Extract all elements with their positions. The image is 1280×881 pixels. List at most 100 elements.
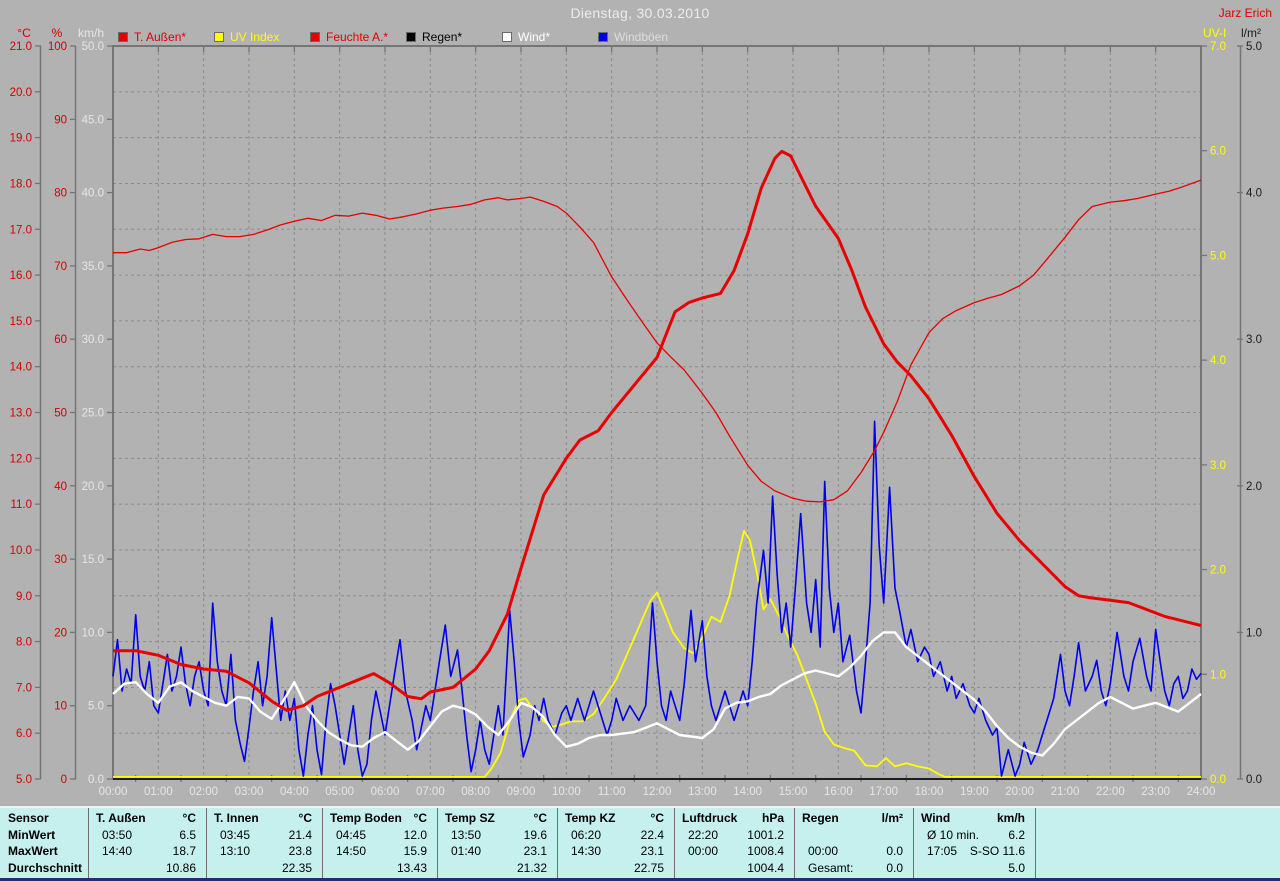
tick-label-temp_c: 17.0 [10,224,32,236]
stats-group-temp-kz: Temp KZ °C 06:20 22.4 14:30 23.1 22.75 [557,808,674,878]
tick-label-wind_kmh: 5.0 [88,701,104,713]
stats-group-name: T. Innen [214,811,259,825]
stats-cell: 04:45 12.0 [323,827,437,844]
legend-label: Feuchte A.* [326,30,389,44]
tick-label-time: 10:00 [552,786,581,798]
tick-label-time: 11:00 [598,786,626,798]
stats-cell: 01:40 23.1 [438,843,557,860]
tick-label-humidity_pct: 60 [54,334,67,346]
stats-cell-time: 03:45 [220,827,251,842]
tick-label-wind_kmh: 15.0 [82,554,104,566]
stats-cell: Ø 10 min. 6.2 [914,827,1035,844]
tick-label-temp_c: 13.0 [10,408,32,420]
tick-label-temp_c: 6.0 [16,728,32,740]
axis-unit-percent: % [51,26,63,40]
stats-cell-time: 17:05 [927,844,958,858]
tick-label-time: 07:00 [416,786,445,798]
stats-cell: Gesamt: 0.0 [795,860,913,877]
tick-label-humidity_pct: 90 [54,114,67,126]
stats-group-name: Temp SZ [445,811,495,825]
tick-label-time: 22:00 [1096,786,1125,798]
stats-cell-time: 03:50 [102,827,133,842]
stats-cell: 14:40 18.7 [89,843,206,860]
stats-cell [795,827,913,844]
stats-cell-value: 15.9 [403,844,427,858]
stats-cell-value: 5.0 [1008,860,1025,875]
stats-group-unit: hPa [761,811,784,825]
stats-table: Sensor MinWert MaxWert Durchschnitt T. Außen… [0,806,1280,878]
stats-group-unit: °C [413,811,427,825]
weather-plot: 21.0 20.0 19.0 18.0 17.0 16.0 15.0 14.0 13.0 12.0… [10,41,1262,798]
stats-cell: 03:45 21.4 [207,827,322,844]
stats-cell-time: 14:50 [336,844,367,858]
tick-label-temp_c: 16.0 [10,270,32,282]
tick-label-temp_c: 11.0 [10,499,32,511]
tick-label-humidity_pct: 0 [61,774,67,786]
stats-cell-value: 13.43 [396,860,427,875]
tick-label-time: 02:00 [189,786,218,798]
series-feuchte-a- [113,179,1202,503]
tick-label-time: 08:00 [461,786,490,798]
axis-unit-celsius: °C [17,26,31,40]
stats-cell-value: 23.8 [288,844,312,858]
stats-cell-value: 0.0 [886,860,903,875]
stats-cell: 17:05 S-SO 11.6 [914,843,1035,860]
stats-group-unit: °C [182,811,196,825]
stats-cell-time: 14:30 [571,844,602,858]
tick-label-time: 12:00 [643,786,672,798]
series-windböen [112,420,1202,777]
stats-cell-value: 22.75 [633,860,664,875]
stats-group-name: Temp Boden [330,811,402,825]
legend-swatch-icon [310,32,320,42]
stats-group-name: Temp KZ [565,811,616,825]
legend-item-2: Feuchte A.* [310,30,406,44]
legend-item-4: Wind* [502,30,598,44]
tick-label-uv_index: 1.0 [1210,669,1226,681]
stats-cell: 22:20 1001.2 [675,827,794,844]
tick-label-wind_kmh: 35.0 [82,261,104,273]
stats-cell: 21.32 [438,860,557,877]
stats-cell: 5.0 [914,860,1035,877]
tick-label-rain_lm2: 2.0 [1246,481,1262,493]
tick-label-temp_c: 7.0 [16,682,32,694]
stats-cell: 14:30 23.1 [558,843,674,860]
stats-cell-time: 22:20 [688,827,719,842]
tick-label-humidity_pct: 40 [54,481,67,493]
stats-group-unit: l/m² [881,811,903,825]
legend-label: T. Außen* [134,30,187,44]
legend-swatch-icon [406,32,416,42]
stats-cell-value: 21.4 [288,827,312,842]
stats-cell-value: 22.4 [640,827,664,842]
tick-label-humidity_pct: 70 [54,261,67,273]
stats-group-unit: °C [533,811,547,825]
stats-cell: 03:50 6.5 [89,827,206,844]
tick-label-rain_lm2: 1.0 [1246,627,1262,639]
tick-label-humidity_pct: 100 [48,41,67,53]
tick-label-time: 01:00 [144,786,173,798]
stats-cell-value: 1001.2 [747,827,784,842]
stats-cell: 06:20 22.4 [558,827,674,844]
stats-cell-value: 6.5 [179,827,196,842]
tick-label-time: 13:00 [688,786,717,798]
tick-label-temp_c: 8.0 [16,637,32,649]
tick-label-wind_kmh: 40.0 [82,188,104,200]
stats-group-t-außen: T. Außen °C 03:50 6.5 14:40 18.7 10.86 [88,808,206,878]
legend-item-0: T. Außen* [118,30,214,44]
legend-swatch-icon [214,32,224,42]
tick-label-rain_lm2: 0.0 [1246,774,1262,786]
tick-label-time: 06:00 [371,786,400,798]
stats-cell-value: 6.2 [1008,827,1025,842]
tick-label-wind_kmh: 30.0 [82,334,104,346]
stats-cell-value: S-SO 11.6 [969,844,1025,858]
tick-label-time: 04:00 [280,786,309,798]
tick-label-humidity_pct: 80 [54,188,67,200]
legend: T. Außen* UV Index Feuchte A.* Regen* Wind* W… [118,29,694,45]
tick-label-uv_index: 7.0 [1210,41,1226,53]
stats-cell-value: 23.1 [640,844,664,858]
tick-label-temp_c: 9.0 [16,591,32,603]
tick-label-time: 00:00 [99,786,128,798]
tick-label-wind_kmh: 45.0 [82,114,104,126]
stats-cell-value: 10.86 [165,860,196,875]
tick-label-time: 14:00 [733,786,762,798]
